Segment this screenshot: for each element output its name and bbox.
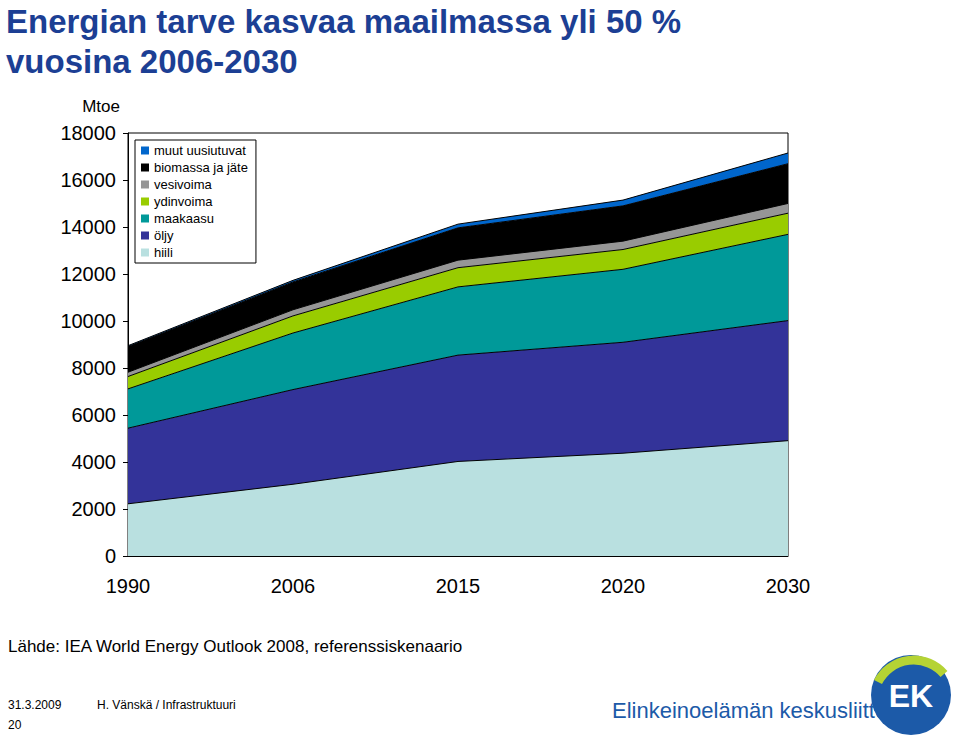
svg-text:10000: 10000 <box>60 310 116 332</box>
svg-text:6000: 6000 <box>72 404 117 426</box>
html-text:Lähde: IEA World Energy Outloo: Lähde: IEA World Energy Outlook 2008, re… <box>8 637 463 656</box>
svg-text:öljy: öljy <box>154 228 174 243</box>
svg-text:muut uusiutuvat: muut uusiutuvat <box>154 143 246 158</box>
svg-text:0: 0 <box>105 545 116 567</box>
svg-text:8000: 8000 <box>72 357 117 379</box>
svg-text:hiili: hiili <box>154 245 173 260</box>
html-text:Elinkeinoelämän keskusliitto: Elinkeinoelämän keskusliitto <box>612 698 888 723</box>
svg-text:4000: 4000 <box>72 451 117 473</box>
svg-text:2030: 2030 <box>766 575 811 597</box>
svg-text:2000: 2000 <box>72 498 117 520</box>
html-text:20: 20 <box>8 718 22 732</box>
html-text:31.3.2009: 31.3.2009 <box>8 698 62 712</box>
svg-text:2020: 2020 <box>601 575 646 597</box>
svg-text:2006: 2006 <box>271 575 316 597</box>
svg-text:Mtoe: Mtoe <box>82 97 120 116</box>
svg-text:ydinvoima: ydinvoima <box>154 194 213 209</box>
svg-text:biomassa ja jäte: biomassa ja jäte <box>154 160 248 175</box>
svg-text:12000: 12000 <box>60 263 116 285</box>
svg-text:2015: 2015 <box>436 575 481 597</box>
svg-text:1990: 1990 <box>106 575 151 597</box>
svg-text:vesivoima: vesivoima <box>154 177 213 192</box>
svg-text:18000: 18000 <box>60 122 116 144</box>
svg-text:16000: 16000 <box>60 169 116 191</box>
svg-text:14000: 14000 <box>60 216 116 238</box>
svg-text:EK: EK <box>889 678 933 714</box>
svg-text:maakaasu: maakaasu <box>154 211 214 226</box>
html-text:Energian tarve kasvaa maailmas: Energian tarve kasvaa maailmassa yli 50 … <box>6 3 682 80</box>
html-text:H. Vänskä / Infrastruktuuri: H. Vänskä / Infrastruktuuri <box>97 698 236 712</box>
